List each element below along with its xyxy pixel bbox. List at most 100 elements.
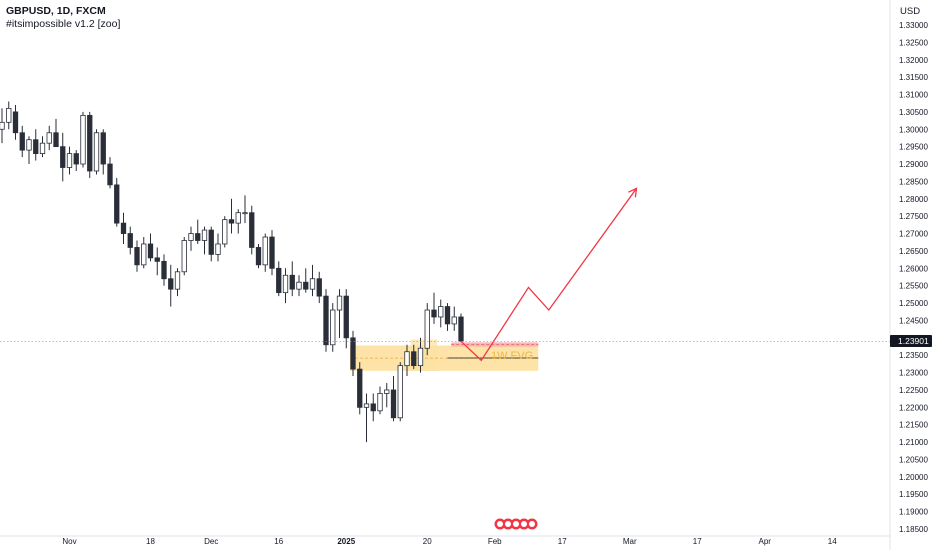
candle-body <box>377 393 383 412</box>
replay-icon-inner <box>521 521 527 527</box>
y-tick-label: 1.24500 <box>899 316 928 325</box>
candle-body <box>357 368 363 408</box>
candle-body <box>161 260 167 280</box>
candle-body <box>208 229 214 255</box>
candle-body <box>100 132 106 165</box>
candle-body <box>201 229 208 241</box>
projection-arrowhead <box>628 187 638 198</box>
y-tick-label: 1.19000 <box>899 508 928 517</box>
candle-body <box>222 219 228 245</box>
candle-body <box>336 295 343 311</box>
y-tick-label: 1.28000 <box>899 195 928 204</box>
symbol-title[interactable]: GBPUSD, 1D, FXCM <box>6 5 106 17</box>
candle-body <box>296 281 302 290</box>
replay-icon-inner <box>497 521 503 527</box>
x-tick-label: 16 <box>274 537 283 546</box>
candle-body <box>458 316 464 342</box>
candle-body <box>60 146 66 168</box>
candle-body <box>255 247 262 266</box>
candle-body <box>390 389 397 419</box>
y-tick-label: 1.28500 <box>899 177 928 186</box>
x-tick-label: Mar <box>623 537 637 546</box>
candle-body <box>316 278 322 297</box>
y-tick-label: 1.26000 <box>899 264 928 273</box>
y-tick-label: 1.33000 <box>899 21 928 30</box>
candle-body <box>269 236 275 269</box>
candle-body <box>384 389 390 394</box>
x-tick-label: Apr <box>759 537 772 546</box>
y-tick-label: 1.32000 <box>899 56 928 65</box>
candle-body <box>6 108 12 123</box>
candle-body <box>249 212 255 248</box>
candle-body <box>330 309 336 346</box>
currency-label: USD <box>900 6 920 17</box>
candle-body <box>168 278 174 290</box>
candle-body <box>411 351 417 367</box>
candle-body <box>404 351 410 367</box>
candle-body <box>66 153 73 168</box>
candle-body <box>343 295 349 339</box>
candle-body <box>87 114 93 172</box>
candle-body <box>309 278 316 290</box>
replay-icon-inner <box>505 521 511 527</box>
candle-body <box>195 233 201 241</box>
candle-body <box>444 306 451 325</box>
y-tick-label: 1.23500 <box>899 351 928 360</box>
candle-body <box>276 267 282 294</box>
candle-body <box>33 139 39 155</box>
candle-body <box>114 184 120 224</box>
candle-body <box>46 132 52 144</box>
candle-body <box>451 316 457 325</box>
x-tick-label: 14 <box>828 537 837 546</box>
zone-label: 1W FVG <box>491 350 533 362</box>
y-tick-label: 1.26500 <box>899 247 928 256</box>
y-tick-label: 1.23000 <box>899 369 928 378</box>
candle-body <box>438 306 444 318</box>
candle-body <box>127 233 133 248</box>
candle-body <box>80 114 86 165</box>
x-tick-label: 18 <box>146 537 155 546</box>
y-tick-label: 1.27000 <box>899 230 928 239</box>
current-price-label: 1.23901 <box>898 336 929 346</box>
candle-body <box>417 347 424 367</box>
candle-body <box>424 309 430 349</box>
y-tick-label: 1.19500 <box>899 490 928 499</box>
y-tick-label: 1.30000 <box>899 125 928 134</box>
candle-body <box>93 132 100 172</box>
candles-layer <box>0 101 464 443</box>
y-tick-label: 1.32500 <box>899 38 928 47</box>
y-tick-label: 1.21500 <box>899 421 928 430</box>
candle-body <box>134 247 140 266</box>
replay-icons[interactable] <box>494 518 538 530</box>
candle-body <box>228 219 235 224</box>
replay-icon-inner <box>529 521 535 527</box>
y-tick-label: 1.25000 <box>899 299 928 308</box>
candle-body <box>370 403 376 412</box>
candle-body <box>215 243 221 255</box>
candle-body <box>154 257 160 262</box>
x-tick-label: 17 <box>558 537 567 546</box>
candle-body <box>188 233 194 241</box>
candle-body <box>350 337 356 370</box>
candle-body <box>141 243 147 266</box>
y-tick-label: 1.30500 <box>899 108 928 117</box>
chart-legend: GBPUSD, 1D, FXCM #itsimpossible v1.2 [zo… <box>6 5 120 31</box>
fvg-zone <box>451 342 539 347</box>
y-tick-label: 1.25500 <box>899 282 928 291</box>
candle-body <box>242 212 248 215</box>
replay-icon-inner <box>513 521 519 527</box>
candle-body <box>0 121 5 130</box>
y-tick-label: 1.27500 <box>899 212 928 221</box>
candle-body <box>303 281 309 290</box>
x-tick-label: Dec <box>204 537 218 546</box>
x-tick-label: 17 <box>693 537 702 546</box>
candle-body <box>19 132 25 151</box>
y-tick-label: 1.22000 <box>899 403 928 412</box>
indicator-title[interactable]: #itsimpossible v1.2 [zoo] <box>6 18 121 30</box>
y-tick-label: 1.29500 <box>899 143 928 152</box>
y-tick-label: 1.20000 <box>899 473 928 482</box>
zones-layer <box>350 339 539 371</box>
